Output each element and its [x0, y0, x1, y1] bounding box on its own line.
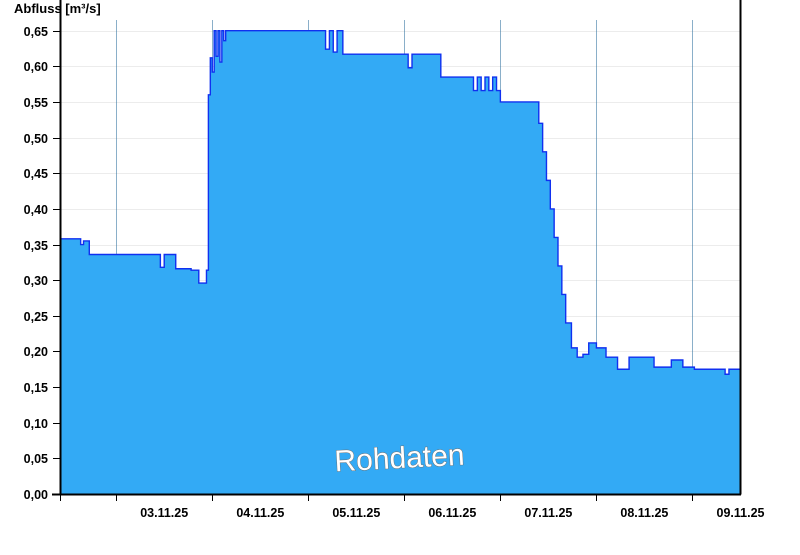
y-tick-label-3: 0,15 — [24, 381, 48, 395]
y-tick-label-6: 0,30 — [24, 274, 48, 288]
y-tick-label-9: 0,45 — [24, 167, 48, 181]
y-tick-label-2: 0,10 — [24, 417, 48, 431]
y-tick-group: 0,00 0,05 0,10 0,15 0,20 0,25 0,30 0,35 0,40 0,45… — [24, 25, 60, 502]
series-group — [60, 29, 740, 494]
x-tick-label-6: 09.11.25 — [717, 506, 765, 520]
x-tick-label-5: 08.11.25 — [620, 506, 668, 520]
y-tick-label-13: 0,65 — [24, 25, 48, 39]
y-tick-label-7: 0,35 — [24, 239, 48, 253]
x-tick-label-4: 07.11.25 — [524, 506, 572, 520]
series-area-abfluss — [60, 30, 740, 494]
x-tick-label-0: 03.11.25 — [140, 506, 188, 520]
y-tick-label-10: 0,50 — [24, 132, 48, 146]
x-tick-label-1: 04.11.25 — [236, 506, 284, 520]
y-tick-label-11: 0,55 — [24, 96, 48, 110]
watermark-rohdaten: Rohdaten — [334, 439, 466, 479]
y-tick-label-1: 0,05 — [24, 452, 48, 466]
y-tick-label-4: 0,20 — [24, 345, 48, 359]
y-tick-label-8: 0,40 — [24, 203, 48, 217]
series-line-abfluss — [60, 29, 740, 375]
y-tick-label-5: 0,25 — [24, 310, 48, 324]
y-tick-label-12: 0,60 — [24, 60, 48, 74]
axes-group — [52, 0, 742, 496]
y-tick-label-0: 0,00 — [24, 488, 48, 502]
x-tick-label-2: 05.11.25 — [332, 506, 380, 520]
x-tick-group: 03.11.25 04.11.25 05.11.25 06.11.25 07.11.25… — [59, 494, 765, 520]
y-axis-title: Abfluss [m³/s] — [14, 1, 101, 16]
x-tick-label-3: 06.11.25 — [428, 506, 476, 520]
